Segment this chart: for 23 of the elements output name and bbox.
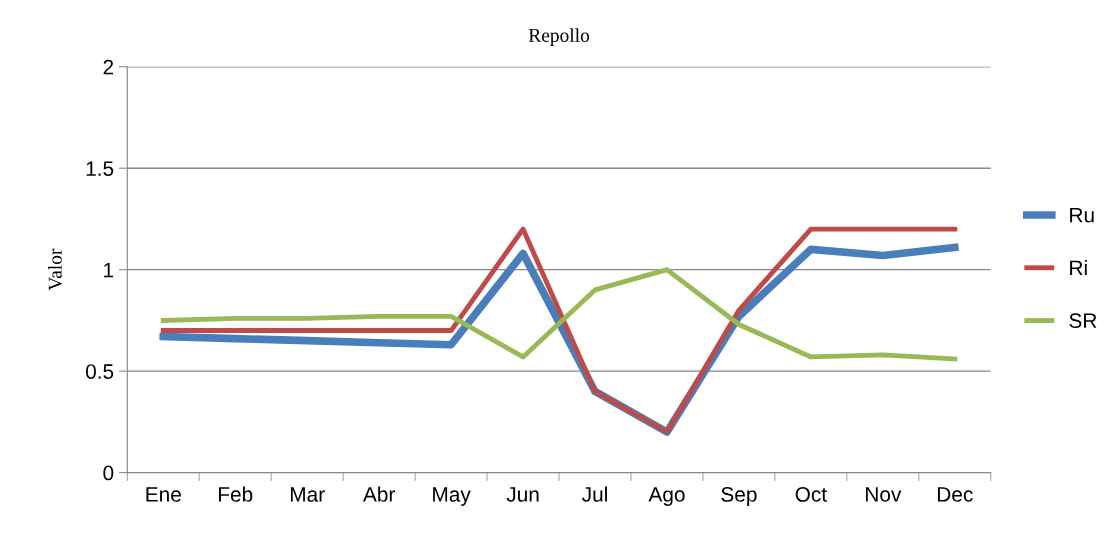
- y-tick-label: 0.5: [85, 364, 114, 379]
- x-tick-label: Nov: [866, 487, 902, 502]
- x-tick-label: Ago: [648, 487, 685, 506]
- y-tick-label: 1.5: [86, 161, 114, 176]
- y-tick-label: 0: [103, 465, 114, 481]
- x-tick-label: Abr: [362, 486, 396, 502]
- line-series: [160, 267, 958, 362]
- x-tick-label: Mar: [290, 487, 325, 502]
- x-tick-label: Sep: [721, 487, 757, 506]
- x-tick-label: Feb: [219, 486, 253, 502]
- y-tick-label: 2: [103, 59, 114, 75]
- x-tick-label: May: [433, 487, 471, 506]
- legend-label: Ri: [1070, 259, 1087, 276]
- chart-title: Repollo: [528, 28, 590, 46]
- y-tick-label: 1: [104, 262, 114, 278]
- legend-label: SR: [1069, 313, 1097, 329]
- x-tick-label: Ene: [146, 487, 181, 502]
- legend-label: Ru: [1070, 207, 1094, 223]
- x-tick-label: Oct: [795, 487, 827, 502]
- x-tick-label: Dec: [937, 487, 973, 502]
- x-tick-label: Jul: [582, 486, 607, 502]
- x-tick-label: Jun: [506, 487, 539, 502]
- y-axis-title: Valor: [48, 248, 62, 291]
